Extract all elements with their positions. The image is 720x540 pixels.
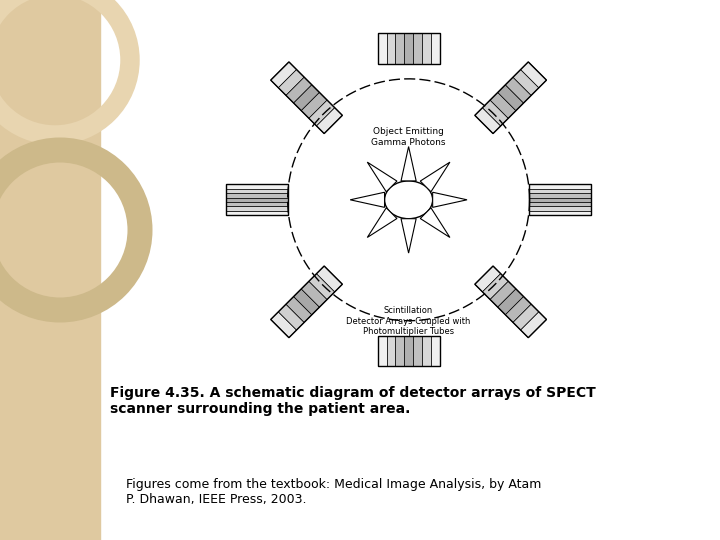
Polygon shape <box>404 335 413 367</box>
Polygon shape <box>294 289 320 315</box>
Polygon shape <box>482 274 508 300</box>
Ellipse shape <box>384 181 433 219</box>
Polygon shape <box>301 92 327 118</box>
Polygon shape <box>498 289 523 315</box>
Polygon shape <box>317 107 343 133</box>
Polygon shape <box>309 274 335 300</box>
Polygon shape <box>513 70 539 96</box>
Polygon shape <box>401 146 416 181</box>
Polygon shape <box>387 33 395 64</box>
Polygon shape <box>431 33 439 64</box>
Polygon shape <box>420 208 450 238</box>
Polygon shape <box>474 266 500 292</box>
Polygon shape <box>422 33 431 64</box>
Polygon shape <box>521 62 546 88</box>
Polygon shape <box>227 198 288 202</box>
Polygon shape <box>529 202 590 206</box>
Text: Figure 4.35. A schematic diagram of detector arrays of SPECT
scanner surrounding: Figure 4.35. A schematic diagram of dete… <box>110 386 596 416</box>
Polygon shape <box>227 184 288 189</box>
Polygon shape <box>271 312 297 338</box>
Polygon shape <box>433 192 467 207</box>
Polygon shape <box>309 100 335 126</box>
Text: Scintillation
Detector Arrays Coupled with
Photomultiplier Tubes: Scintillation Detector Arrays Coupled wi… <box>346 306 471 336</box>
Polygon shape <box>529 189 590 193</box>
Text: Figures come from the textbook: Medical Image Analysis, by Atam
    P. Dhawan, I: Figures come from the textbook: Medical … <box>110 478 542 507</box>
Polygon shape <box>227 189 288 193</box>
Polygon shape <box>490 92 516 118</box>
Polygon shape <box>378 33 387 64</box>
Polygon shape <box>350 192 384 207</box>
Polygon shape <box>401 219 416 253</box>
Polygon shape <box>474 107 500 133</box>
Polygon shape <box>378 335 387 367</box>
Polygon shape <box>227 193 288 198</box>
Polygon shape <box>404 33 413 64</box>
Polygon shape <box>279 70 305 96</box>
Polygon shape <box>367 208 397 238</box>
Polygon shape <box>227 202 288 206</box>
Polygon shape <box>529 198 590 202</box>
Polygon shape <box>482 100 508 126</box>
Bar <box>0 0 100 540</box>
Polygon shape <box>413 335 422 367</box>
Polygon shape <box>413 33 422 64</box>
Polygon shape <box>529 184 590 189</box>
Polygon shape <box>422 335 431 367</box>
Polygon shape <box>286 296 312 322</box>
Polygon shape <box>227 211 288 215</box>
Polygon shape <box>498 85 523 111</box>
Polygon shape <box>513 304 539 330</box>
Polygon shape <box>529 193 590 198</box>
Polygon shape <box>529 211 590 215</box>
Polygon shape <box>387 335 395 367</box>
Polygon shape <box>227 206 288 211</box>
Polygon shape <box>505 77 531 103</box>
Polygon shape <box>301 281 327 307</box>
Polygon shape <box>395 335 404 367</box>
Polygon shape <box>505 296 531 322</box>
Polygon shape <box>431 335 439 367</box>
Polygon shape <box>529 206 590 211</box>
Text: Object Emitting
Gamma Photons: Object Emitting Gamma Photons <box>372 127 446 146</box>
Polygon shape <box>521 312 546 338</box>
Polygon shape <box>286 77 312 103</box>
Polygon shape <box>395 33 404 64</box>
Polygon shape <box>317 266 343 292</box>
Polygon shape <box>367 162 397 192</box>
Polygon shape <box>490 281 516 307</box>
Polygon shape <box>420 162 450 192</box>
Polygon shape <box>294 85 320 111</box>
Polygon shape <box>271 62 297 88</box>
Polygon shape <box>279 304 305 330</box>
